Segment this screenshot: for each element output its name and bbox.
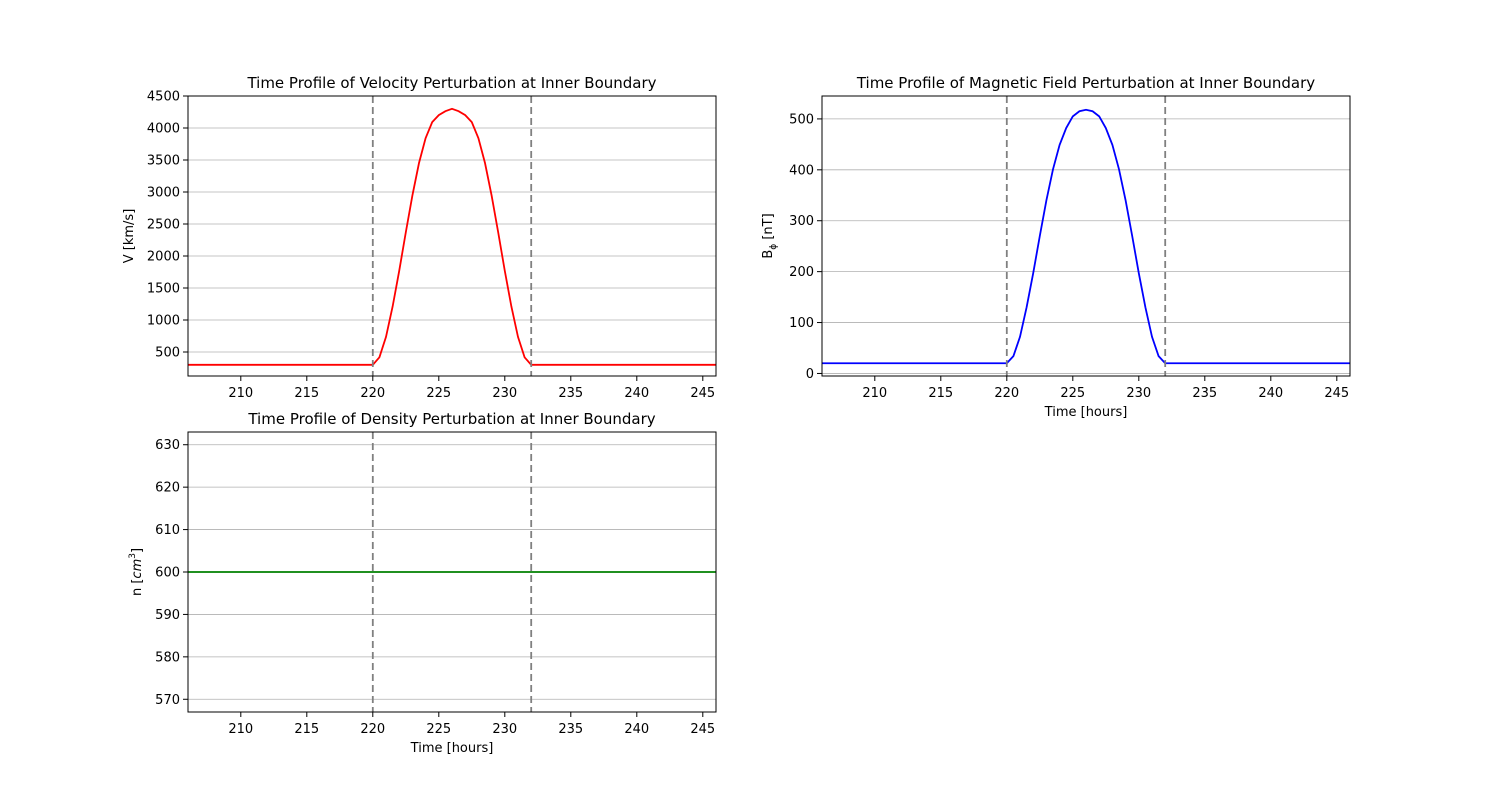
density-x-tick-label-7: 245 [690,722,715,737]
magnetic-y-tick-label-4: 400 [789,163,814,178]
velocity-x-tick-label-2: 220 [360,386,385,401]
velocity-y-tick-label-1: 1000 [147,314,180,329]
velocity-y-axis-label: V [km/s] [122,209,137,264]
velocity-x-tick-label-0: 210 [228,386,253,401]
magnetic-y-tick-label-1: 100 [789,316,814,331]
density-x-tick-label-4: 230 [492,722,517,737]
velocity-y-tick-label-2: 1500 [147,282,180,297]
density-x-tick-label-0: 210 [228,722,253,737]
density-x-tick-label-6: 240 [624,722,649,737]
density-x-axis-label: Time [hours] [410,741,494,756]
velocity-x-tick-label-5: 235 [558,386,583,401]
magnetic-x-tick-label-7: 245 [1324,386,1349,401]
magnetic-series-line-0 [822,108,1350,365]
density-x-tick-label-1: 215 [294,722,319,737]
velocity-y-tick-label-7: 4000 [147,122,180,137]
density-y-tick-label-5: 620 [155,481,180,496]
density-y-tick-label-4: 610 [155,523,180,538]
magnetic-x-axis-label: Time [hours] [1044,405,1128,420]
density-y-label-italic: cm [130,559,145,579]
magnetic-x-tick-label-4: 230 [1126,386,1151,401]
density-y-tick-label-1: 580 [155,650,180,665]
density-y-label-main: n [ [130,579,145,596]
density-y-tick-label-6: 630 [155,438,180,453]
velocity-x-tick-label-4: 230 [492,386,517,401]
magnetic-y-tick-label-3: 300 [789,214,814,229]
velocity-x-tick-label-1: 215 [294,386,319,401]
density-subplot: Time Profile of Density Perturbation at … [128,410,717,756]
magnetic-chart-title: Time Profile of Magnetic Field Perturbat… [856,74,1315,92]
density-chart-title: Time Profile of Density Perturbation at … [247,410,655,428]
velocity-x-tick-label-6: 240 [624,386,649,401]
density-y-tick-label-3: 600 [155,566,180,581]
velocity-x-tick-label-7: 245 [690,386,715,401]
magnetic-subplot: Time Profile of Magnetic Field Perturbat… [761,74,1351,420]
velocity-x-tick-label-3: 225 [426,386,451,401]
velocity-y-tick-label-4: 2500 [147,218,180,233]
velocity-y-tick-label-5: 3000 [147,186,180,201]
density-y-tick-label-0: 570 [155,693,180,708]
magnetic-y-label-sub: ϕ [769,244,779,250]
magnetic-y-tick-label-5: 500 [789,112,814,127]
density-x-tick-label-2: 220 [360,722,385,737]
velocity-y-tick-label-3: 2000 [147,250,180,265]
velocity-y-tick-label-0: 500 [155,346,180,361]
magnetic-x-tick-label-6: 240 [1258,386,1283,401]
velocity-series-line-0 [188,107,716,366]
density-x-tick-label-5: 235 [558,722,583,737]
magnetic-y-tick-label-2: 200 [789,265,814,280]
density-y-label-sup: 3 [128,553,138,559]
velocity-chart-title: Time Profile of Velocity Perturbation at… [246,74,656,92]
density-y-axis-label: n [cm3] [128,548,145,596]
velocity-axes-frame [187,95,717,377]
magnetic-y-tick-label-0: 0 [806,367,814,382]
velocity-subplot: Time Profile of Velocity Perturbation at… [122,74,717,401]
magnetic-x-tick-label-5: 235 [1192,386,1217,401]
magnetic-x-tick-label-3: 225 [1060,386,1085,401]
density-y-tick-label-2: 590 [155,608,180,623]
velocity-y-tick-label-6: 3500 [147,154,180,169]
magnetic-axes-frame [821,95,1351,377]
magnetic-y-label-unit: [nT] [761,213,776,243]
velocity-y-tick-label-8: 4500 [147,90,180,105]
density-x-tick-label-3: 225 [426,722,451,737]
density-y-label-end: ] [130,548,145,553]
magnetic-x-tick-label-1: 215 [928,386,953,401]
magnetic-y-axis-label: Bϕ [nT] [761,213,779,258]
magnetic-y-label-main: B [761,250,776,259]
magnetic-x-tick-label-2: 220 [994,386,1019,401]
magnetic-x-tick-label-0: 210 [862,386,887,401]
